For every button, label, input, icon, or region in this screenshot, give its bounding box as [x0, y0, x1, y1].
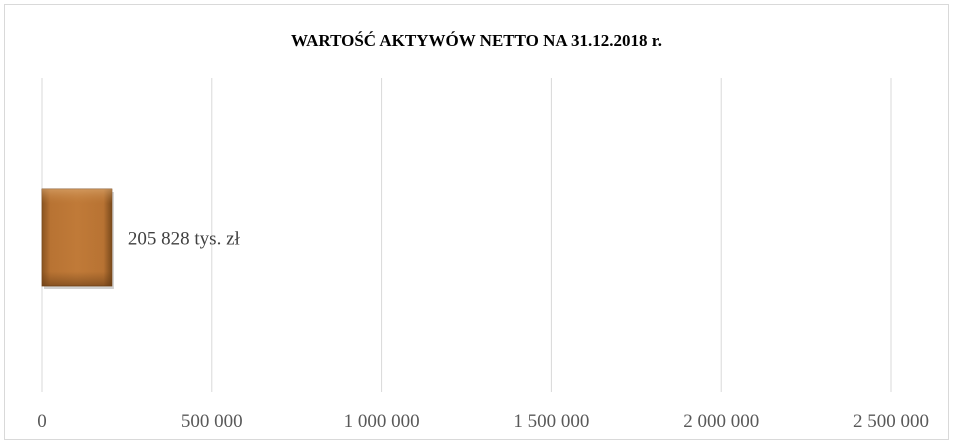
x-tick-label-2: 1 000 000 [344, 411, 420, 432]
x-tick-label-3: 1 500 000 [513, 411, 589, 432]
x-tick-label-4: 2 000 000 [683, 411, 759, 432]
x-tick-label-5: 2 500 000 [853, 411, 929, 432]
bar-bevel-0 [42, 189, 112, 286]
bar-data-label-0: 205 828 tys. zł [128, 229, 241, 250]
chart-title: WARTOŚĆ AKTYWÓW NETTO NA 31.12.2018 r. [291, 31, 662, 50]
chart-frame: WARTOŚĆ AKTYWÓW NETTO NA 31.12.2018 r. [4, 4, 949, 440]
x-tick-label-1: 500 000 [181, 411, 243, 432]
x-tick-label-0: 0 [37, 411, 47, 432]
